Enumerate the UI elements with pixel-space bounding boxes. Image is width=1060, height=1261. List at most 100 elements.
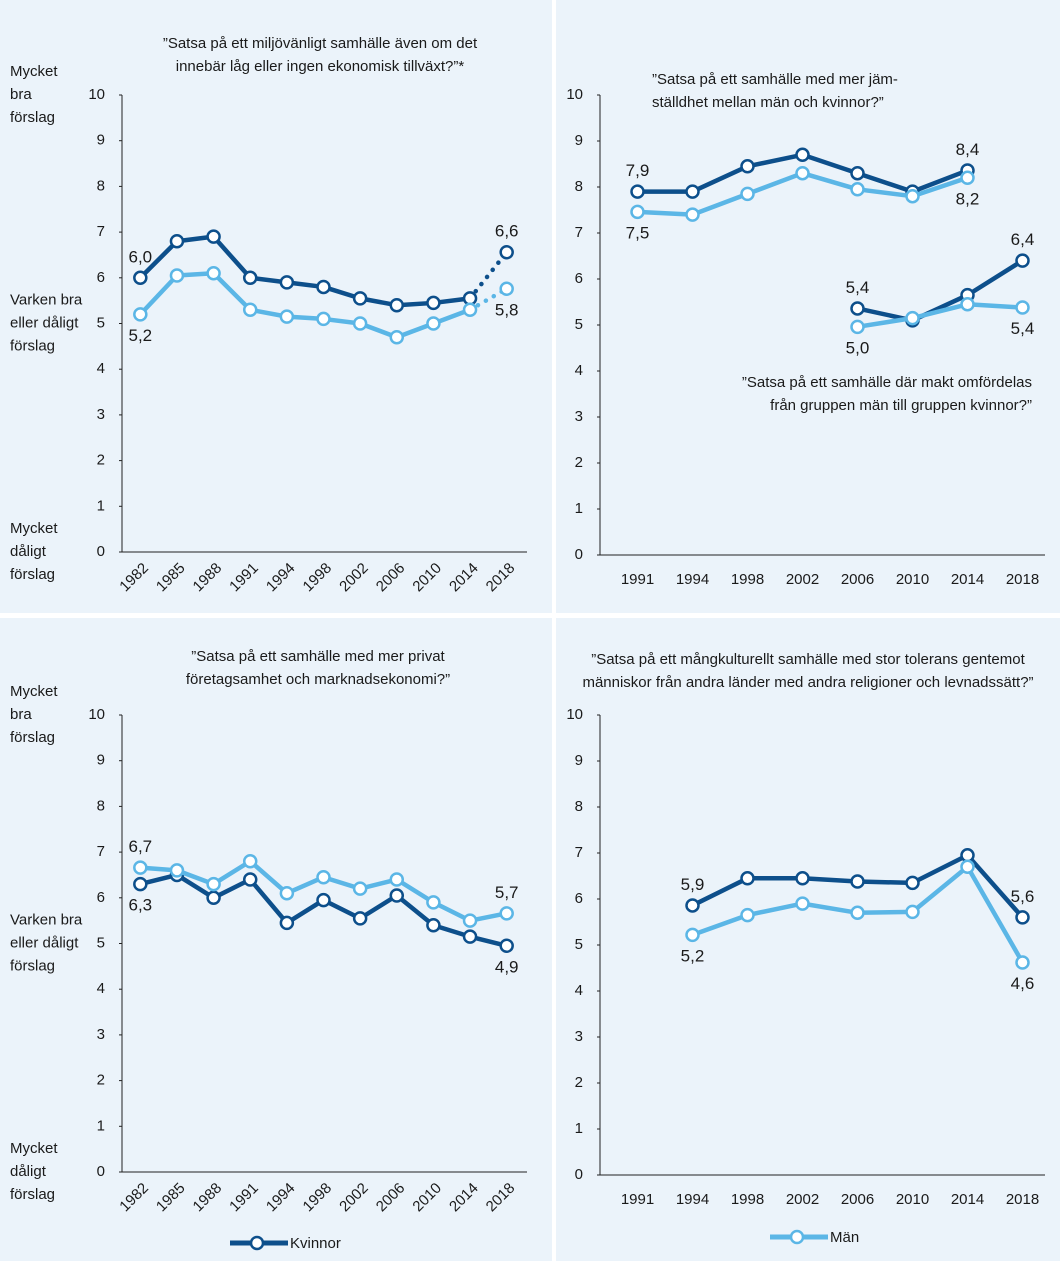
legend-marker [249,1235,265,1251]
marker [850,905,865,921]
marker [850,319,865,335]
chart-title: ställdhet mellan män och kvinnor?” [652,94,884,111]
y-tick-label: 10 [566,706,583,723]
y-tick-label: 3 [97,406,105,423]
scale-label: förslag [10,337,55,354]
chart-subtitle: ”Satsa på ett samhälle där makt omfördel… [742,374,1032,391]
y-tick-label: 9 [97,752,105,769]
marker [630,204,645,220]
marker [499,244,514,260]
x-tick-label: 2010 [896,571,929,588]
panel [0,618,552,1261]
marker [685,207,700,222]
marker [426,895,441,910]
y-tick-label: 6 [97,269,105,286]
marker [169,233,185,249]
chart-title: innebär låg eller ingen ekonomisk tillvä… [176,58,465,75]
x-tick-label: 2006 [841,571,874,588]
y-tick-label: 5 [97,934,105,951]
y-tick-label: 1 [575,1120,583,1137]
y-tick-label: 8 [575,178,583,195]
value-label: 5,4 [846,278,870,297]
scale-label: förslag [10,1186,55,1203]
marker [206,876,221,892]
marker [795,165,810,181]
value-label: 8,4 [956,140,980,159]
marker [740,159,755,174]
marker [905,904,920,920]
chart-title: ”Satsa på ett samhälle med mer privat [191,648,445,665]
y-tick-label: 3 [97,1026,105,1043]
marker [352,911,368,926]
panel [556,618,1060,1261]
chart-title: företagsamhet och marknadsekonomi?” [186,671,450,688]
value-label: 5,9 [681,875,705,894]
value-label: 5,4 [1011,319,1035,338]
value-label: 8,2 [956,189,980,208]
marker [279,275,295,290]
marker [740,186,755,202]
marker [279,915,295,931]
scale-label: bra [10,86,32,103]
marker [279,309,295,324]
series-line [857,302,1023,330]
x-tick-label: 1994 [676,571,709,588]
marker [850,874,865,889]
series-line [138,270,471,340]
y-tick-label: 4 [97,360,105,377]
value-label: 6,3 [128,896,152,915]
y-tick-label: 8 [575,798,583,815]
legend-marker [789,1229,805,1245]
y-tick-label: 2 [97,452,105,469]
marker [685,184,700,199]
y-tick-label: 10 [88,706,105,723]
value-label: 6,6 [495,222,519,241]
marker [389,297,405,313]
y-tick-label: 7 [97,223,105,240]
value-label: 6,4 [1011,230,1035,249]
x-tick-label: 1998 [731,571,764,588]
marker [499,906,514,921]
marker [242,302,258,318]
marker [316,869,331,885]
marker [206,890,221,906]
y-tick-label: 0 [575,546,583,563]
y-tick-label: 9 [575,132,583,149]
marker [316,279,331,295]
marker [316,311,331,327]
marker [426,316,441,331]
y-tick-label: 5 [575,936,583,953]
marker [389,872,405,887]
marker [316,892,331,908]
scale-label: förslag [10,729,55,746]
x-tick-label: 2014 [951,1191,984,1208]
y-tick-label: 4 [575,362,583,379]
scale-label: förslag [10,109,55,126]
y-tick-label: 9 [97,132,105,149]
chart-title: ”Satsa på ett miljövänligt samhälle även… [163,35,478,52]
marker [795,896,810,911]
series-line [857,258,1024,323]
marker [426,295,441,311]
x-tick-label: 2018 [1006,571,1039,588]
y-tick-label: 0 [575,1166,583,1183]
marker [206,265,221,281]
value-label: 4,6 [1011,974,1035,993]
marker [850,165,865,181]
value-label: 7,5 [626,223,650,242]
y-tick-label: 7 [575,844,583,861]
x-tick-label: 2010 [896,1191,929,1208]
y-tick-label: 3 [575,1028,583,1045]
chart-title: ”Satsa på ett samhälle med mer jäm- [652,71,898,88]
marker [685,898,700,913]
y-tick-label: 9 [575,752,583,769]
marker [740,907,755,923]
marker [850,182,865,197]
marker [352,291,368,306]
marker [462,913,478,928]
marker [462,929,478,944]
scale-label: eller dåligt [10,314,79,331]
marker [960,297,975,312]
value-label: 5,6 [1011,887,1035,906]
